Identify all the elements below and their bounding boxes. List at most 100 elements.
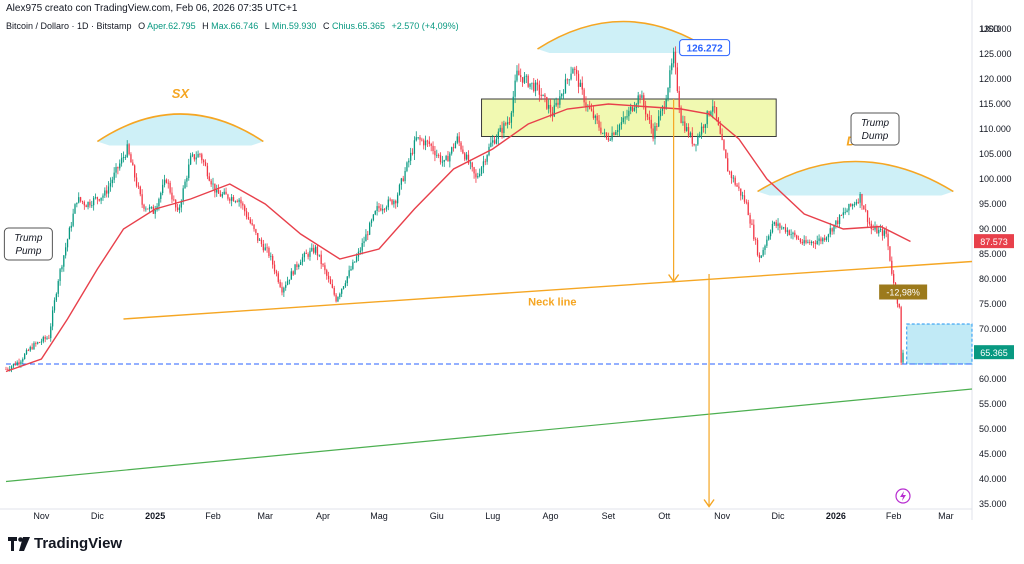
candle	[326, 268, 328, 280]
candle	[434, 146, 436, 162]
candle-body	[163, 179, 166, 185]
candle-body	[167, 182, 169, 184]
candle-body	[486, 155, 488, 162]
candle-body	[842, 212, 844, 216]
candle	[141, 189, 143, 208]
candle-body	[499, 127, 501, 132]
candle	[855, 199, 858, 206]
candle	[803, 235, 805, 247]
candle	[533, 78, 535, 93]
candle	[63, 254, 65, 272]
candle-body	[786, 230, 789, 232]
candle	[674, 46, 677, 75]
candle-body	[719, 125, 721, 134]
candle	[38, 341, 41, 344]
candle	[516, 65, 518, 83]
candle-body	[803, 240, 805, 244]
candle	[255, 228, 257, 236]
candle-body	[22, 359, 24, 362]
candle	[236, 199, 238, 203]
annotation-line: Trump	[861, 118, 890, 129]
candle-body	[367, 234, 369, 236]
candle-body	[383, 209, 386, 210]
candle-body	[572, 68, 574, 74]
candle	[286, 276, 289, 286]
candle-body	[490, 142, 492, 147]
target-arrow-head	[703, 499, 715, 508]
candle-body	[150, 206, 153, 208]
candle	[566, 78, 568, 85]
candle-body	[525, 75, 527, 77]
candle	[266, 243, 268, 253]
candle-body	[236, 201, 238, 203]
candle	[527, 74, 529, 88]
open-label: O	[138, 21, 146, 31]
candle-body	[872, 229, 874, 230]
candle-body	[352, 262, 354, 269]
candle	[25, 348, 28, 355]
candle	[430, 142, 432, 152]
tradingview-logo[interactable]: TradingView	[8, 535, 122, 552]
candle	[175, 199, 177, 212]
x-tick-label: Feb	[886, 511, 902, 521]
candle	[682, 115, 684, 126]
candle	[728, 170, 731, 175]
candle	[835, 220, 837, 229]
candle	[350, 265, 352, 271]
candle-body	[305, 253, 307, 254]
candle-body	[866, 210, 869, 222]
candle-body	[303, 253, 306, 258]
candle-body	[699, 134, 701, 136]
candle-body	[135, 177, 138, 186]
candle	[389, 197, 391, 202]
candle-body	[7, 369, 9, 370]
candle	[42, 335, 44, 344]
candle-body	[695, 144, 697, 146]
candle	[697, 133, 699, 146]
candle-body	[120, 157, 123, 164]
candle-body	[816, 240, 818, 245]
candle-body	[710, 111, 712, 116]
candle-body	[727, 158, 729, 172]
candle	[561, 93, 563, 100]
candle	[391, 199, 393, 206]
candle	[91, 200, 93, 208]
candle-body	[523, 76, 526, 83]
candle	[203, 158, 205, 166]
candle-body	[561, 93, 563, 97]
candle-body	[611, 132, 613, 140]
candle	[132, 159, 134, 166]
candle	[628, 106, 630, 121]
change-value: +2.570 (+4,09%)	[391, 21, 459, 31]
candle	[490, 136, 492, 148]
candle-body	[134, 165, 136, 178]
candle	[447, 151, 449, 162]
candle	[212, 177, 214, 190]
candle-body	[176, 207, 179, 211]
candle-body	[773, 222, 775, 224]
shoulder-arc	[96, 113, 264, 143]
candle-body	[10, 366, 13, 370]
candle	[777, 218, 779, 231]
candle	[501, 121, 503, 139]
candle-body	[594, 115, 596, 118]
candle-body	[577, 73, 580, 87]
candle-body	[633, 108, 636, 111]
candle	[225, 187, 227, 195]
candle-body	[827, 234, 830, 238]
candle-body	[518, 70, 520, 76]
x-tick-label: Mar	[257, 511, 273, 521]
candle	[79, 196, 82, 203]
candle-body	[439, 155, 442, 163]
candle	[475, 169, 477, 183]
candle-body	[458, 136, 460, 143]
candle	[208, 172, 210, 182]
candle	[684, 115, 686, 133]
x-tick-label: Set	[602, 511, 616, 521]
candle-body	[549, 104, 552, 113]
candle-body	[630, 106, 632, 111]
candle	[299, 259, 302, 266]
symbol-name[interactable]: Bitcoin / Dollaro · 1D · Bitstamp	[6, 21, 132, 31]
candle-body	[596, 115, 598, 121]
